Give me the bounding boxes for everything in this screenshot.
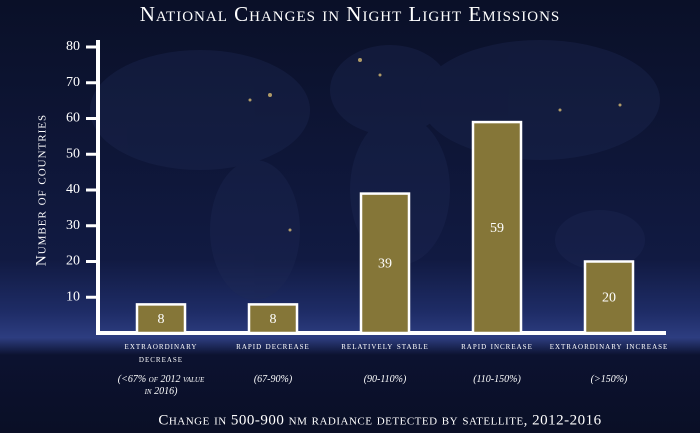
x-tick-label: rapid decrease bbox=[236, 341, 310, 352]
value-label: 20 bbox=[602, 290, 616, 305]
y-tick-label: 40 bbox=[66, 182, 80, 197]
y-tick-label: 80 bbox=[66, 39, 80, 54]
y-tick-label: 10 bbox=[66, 289, 80, 304]
value-label: 8 bbox=[158, 312, 165, 327]
value-label: 39 bbox=[378, 257, 392, 272]
bar bbox=[359, 192, 411, 335]
bar bbox=[583, 260, 635, 335]
category-note: (67-90%) bbox=[253, 374, 293, 385]
category-note: (<67% of 2012 value in 2016) bbox=[117, 374, 205, 397]
x-tick-label: extraordinary decrease bbox=[124, 341, 198, 365]
x-tick-label: rapid increase bbox=[461, 341, 533, 352]
y-axis-title: Number of countries bbox=[33, 114, 49, 266]
category-note: (90-110%) bbox=[363, 374, 407, 385]
y-tick-label: 60 bbox=[66, 111, 80, 126]
bar bbox=[135, 303, 187, 335]
world-map bbox=[90, 40, 660, 300]
category-note: (110-150%) bbox=[473, 374, 521, 385]
value-label: 59 bbox=[490, 221, 504, 236]
chart-title: National Changes in Night Light Emission… bbox=[140, 2, 561, 26]
value-label: 8 bbox=[270, 312, 277, 327]
y-tick-label: 50 bbox=[66, 146, 80, 161]
category-note: (>150%) bbox=[590, 374, 628, 385]
x-tick-label: relatively stable bbox=[341, 341, 429, 352]
y-tick-label: 20 bbox=[66, 254, 80, 269]
bar bbox=[247, 303, 299, 335]
x-tick-label: extraordinary increase bbox=[549, 341, 669, 352]
bar bbox=[471, 120, 523, 335]
y-tick-label: 30 bbox=[66, 218, 80, 233]
y-tick-label: 70 bbox=[66, 75, 80, 90]
x-axis-title: Change in 500-900 nm radiance detected b… bbox=[158, 412, 601, 428]
